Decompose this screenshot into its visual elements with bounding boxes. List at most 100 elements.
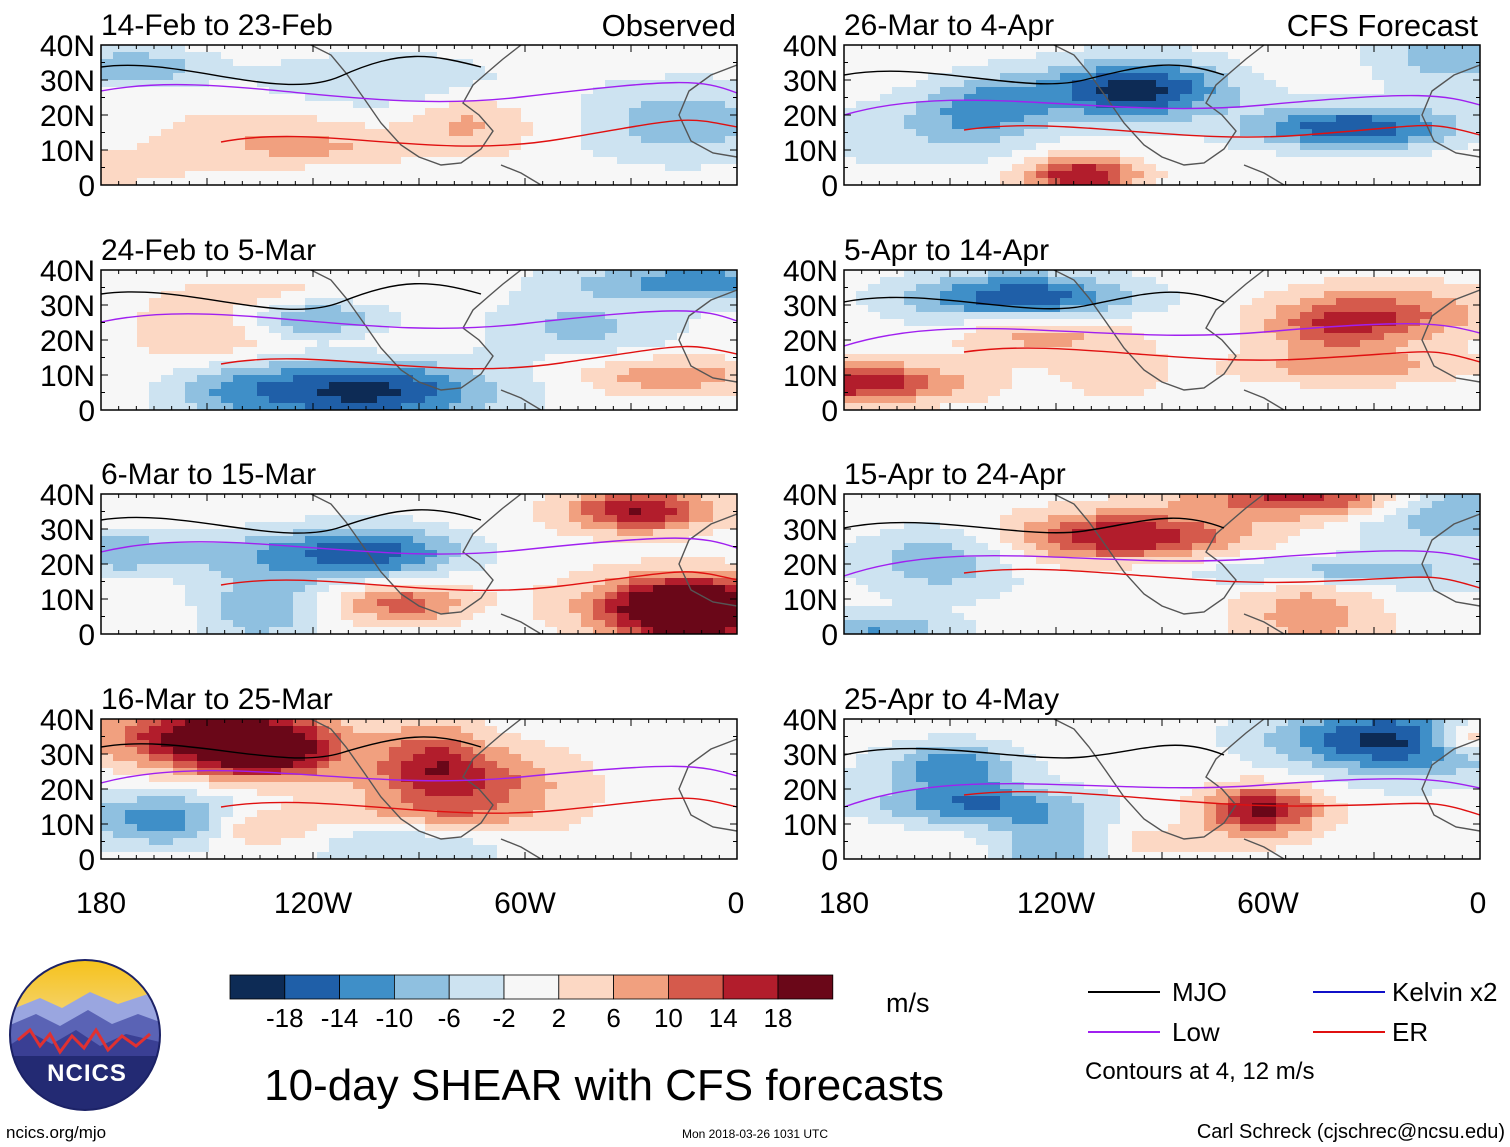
colorbar-bin <box>613 974 669 1000</box>
y-tick-label: 40N <box>40 255 95 288</box>
y-tick-label: 30N <box>40 514 95 547</box>
y-tick-label: 0 <box>78 170 95 203</box>
observed-label: Observed <box>602 8 736 43</box>
colorbar-bin <box>668 974 724 1000</box>
x-tick-label: 120W <box>1017 887 1096 920</box>
x-tick-label: 60W <box>1237 887 1299 920</box>
y-tick-label: 30N <box>40 290 95 323</box>
colorbar-bin <box>393 974 450 1000</box>
y-tick-label: 40N <box>783 255 838 288</box>
colorbar-unit: m/s <box>886 988 930 1018</box>
y-tick-label: 40N <box>783 30 838 63</box>
y-tick-label: 20N <box>40 325 95 358</box>
y-tick-label: 30N <box>783 65 838 98</box>
colorbar-bin <box>448 974 505 1000</box>
y-tick-label: 0 <box>821 844 838 877</box>
y-tick-label: 30N <box>783 290 838 323</box>
y-tick-label: 10N <box>783 809 838 842</box>
y-tick-label: 0 <box>78 395 95 428</box>
footer-timestamp: Mon 2018-03-26 1031 UTC <box>682 1127 828 1141</box>
colorbar-tick-label: 10 <box>654 1003 683 1033</box>
y-tick-label: 30N <box>40 739 95 772</box>
colorbar-bin <box>284 974 340 1000</box>
footer-credit: Carl Schreck (cjschrec@ncsu.edu) <box>1197 1121 1505 1143</box>
y-tick-label: 40N <box>40 30 95 63</box>
colorbar-tick-label: -10 <box>376 1003 414 1033</box>
period-label: 25-Apr to 4-May <box>844 683 1059 716</box>
y-tick-label: 10N <box>783 584 838 617</box>
y-tick-label: 10N <box>40 584 95 617</box>
y-tick-label: 20N <box>40 549 95 582</box>
colorbar-tick-label: -18 <box>266 1003 304 1033</box>
y-tick-label: 30N <box>40 65 95 98</box>
colorbar-tick-label: -6 <box>438 1003 461 1033</box>
y-tick-label: 0 <box>821 395 838 428</box>
x-tick-label: 120W <box>274 887 353 920</box>
x-tick-label: 180 <box>76 887 126 920</box>
y-tick-label: 10N <box>40 135 95 168</box>
y-tick-label: 10N <box>40 360 95 393</box>
y-tick-label: 40N <box>783 479 838 512</box>
y-tick-label: 20N <box>783 774 838 807</box>
period-label: 16-Mar to 25-Mar <box>101 683 333 716</box>
legend-er-label: ER <box>1392 1017 1428 1047</box>
y-tick-label: 20N <box>783 549 838 582</box>
x-tick-label: 60W <box>494 887 556 920</box>
x-tick-label: 0 <box>728 887 745 920</box>
y-tick-label: 40N <box>40 479 95 512</box>
colorbar-bin <box>503 974 560 1000</box>
colorbar-bin <box>722 974 779 1000</box>
y-tick-label: 10N <box>783 135 838 168</box>
legend-mjo-label: MJO <box>1172 977 1227 1007</box>
cfs-forecast-label: CFS Forecast <box>1287 8 1479 43</box>
x-axis-right: 180 120W 60W 0 <box>819 887 1486 920</box>
y-tick-label: 0 <box>78 619 95 652</box>
x-tick-label: 180 <box>819 887 869 920</box>
y-tick-label: 40N <box>783 704 838 737</box>
y-tick-label: 0 <box>821 619 838 652</box>
y-tick-label: 0 <box>821 170 838 203</box>
y-tick-label: 10N <box>40 809 95 842</box>
logo-text: NCICS <box>47 1060 127 1087</box>
period-label: 5-Apr to 14-Apr <box>844 234 1049 267</box>
y-tick-label: 20N <box>40 774 95 807</box>
colorbar-tick-label: -2 <box>492 1003 515 1033</box>
y-tick-label: 30N <box>783 739 838 772</box>
legend: MJO Kelvin x2 Low ER Contours at 4, 12 m… <box>1085 977 1498 1085</box>
ncics-logo: NCICS <box>9 959 161 1111</box>
colorbar-tick-label: 2 <box>552 1003 566 1033</box>
legend-kelvin-label: Kelvin x2 <box>1392 977 1498 1007</box>
y-tick-label: 0 <box>78 844 95 877</box>
colorbar-tick-label: 18 <box>764 1003 793 1033</box>
y-tick-label: 40N <box>40 704 95 737</box>
period-label: 14-Feb to 23-Feb <box>101 9 333 42</box>
y-tick-label: 20N <box>783 325 838 358</box>
period-label: 6-Mar to 15-Mar <box>101 458 316 491</box>
legend-low-label: Low <box>1172 1017 1220 1047</box>
y-tick-label: 20N <box>783 100 838 133</box>
colorbar-bin <box>339 974 395 1000</box>
colorbar-bin <box>558 974 614 1000</box>
legend-note: Contours at 4, 12 m/s <box>1085 1058 1314 1085</box>
y-tick-label: 30N <box>783 514 838 547</box>
footer-url: ncics.org/mjo <box>6 1123 106 1142</box>
colorbar-bin <box>777 974 834 1000</box>
period-label: 24-Feb to 5-Mar <box>101 234 316 267</box>
x-tick-label: 0 <box>1470 887 1487 920</box>
period-label: 15-Apr to 24-Apr <box>844 458 1066 491</box>
y-tick-label: 20N <box>40 100 95 133</box>
colorbar-bin <box>229 974 286 1000</box>
period-label: 26-Mar to 4-Apr <box>844 9 1054 42</box>
colorbar-tick-label: -14 <box>321 1003 359 1033</box>
colorbar-tick-label: 6 <box>606 1003 620 1033</box>
